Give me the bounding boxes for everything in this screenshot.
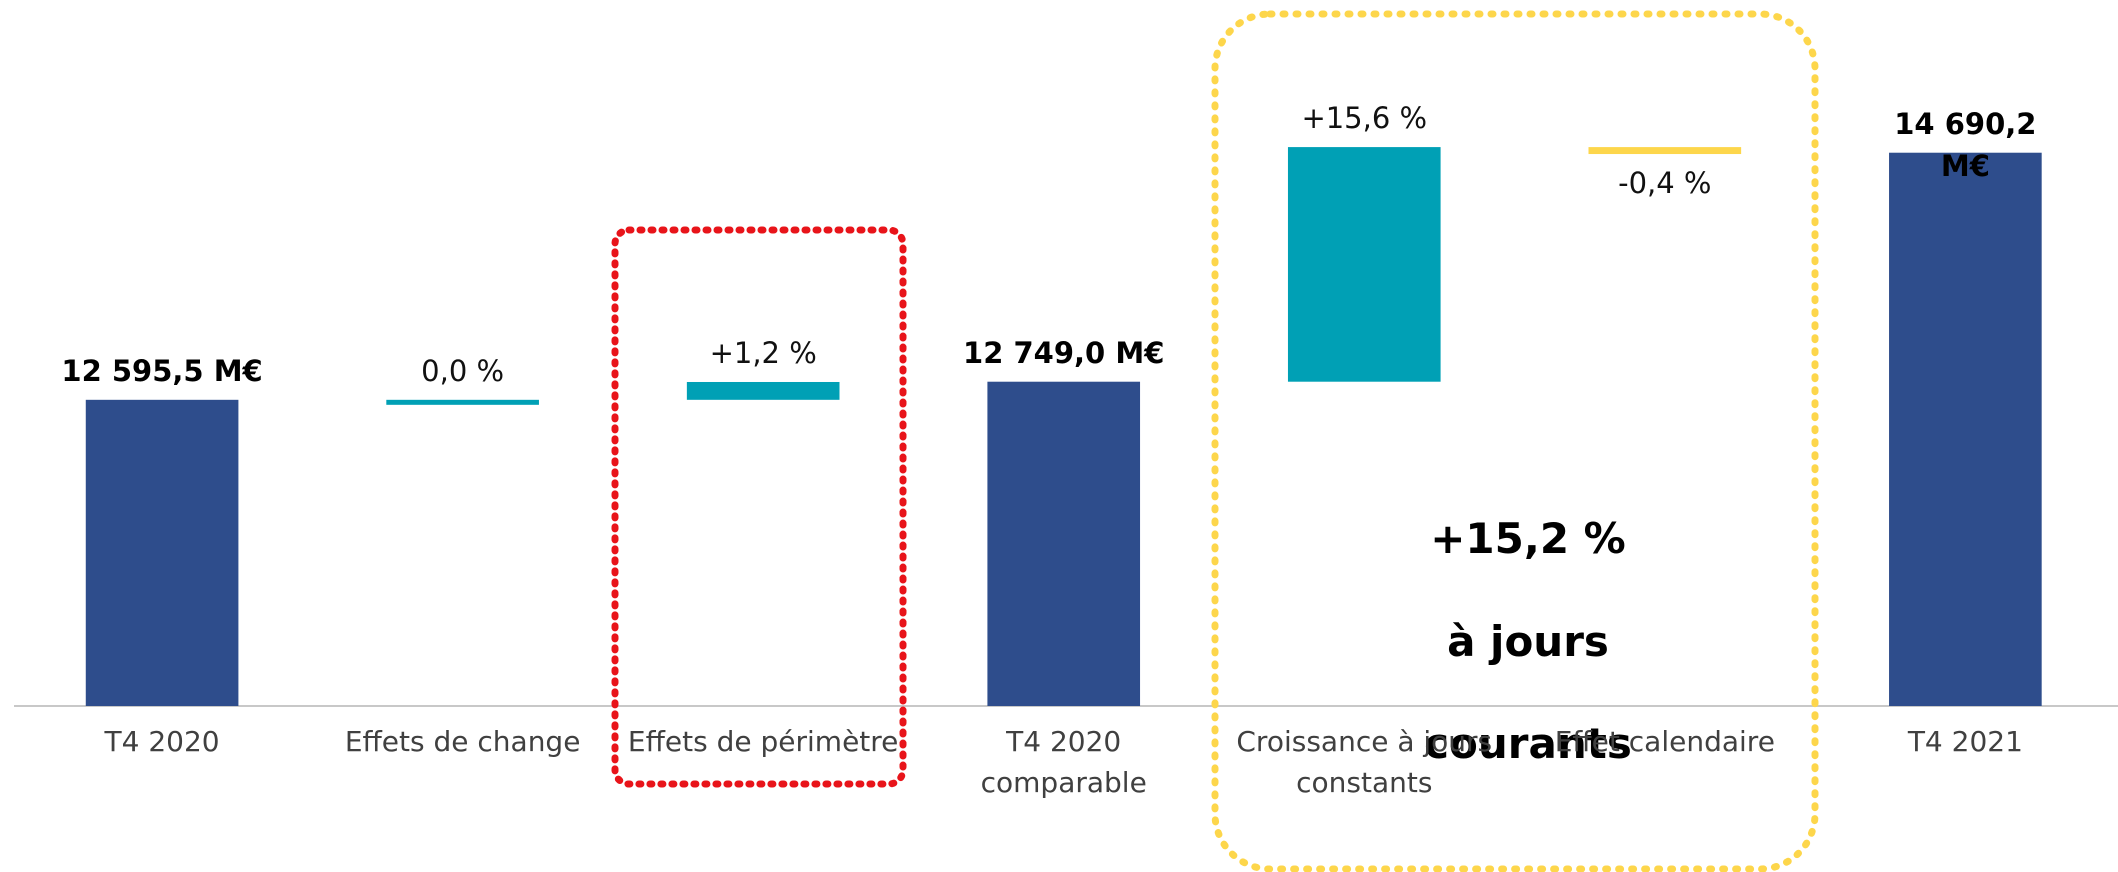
x-tick-label: Croissance à jours constants [1236, 725, 1493, 799]
value-label: 12 749,0 M€ [963, 335, 1165, 370]
bar [1889, 152, 2042, 707]
annotation-line: courants [1424, 719, 1632, 769]
value-label: +1,2 % [709, 335, 817, 370]
x-tick-label: Effet calendaire [1554, 725, 1775, 758]
value-label: +15,6 % [1301, 101, 1428, 136]
highlight-box [1211, 10, 1819, 872]
value-label: 12 595,5 M€ [61, 353, 263, 388]
bar [686, 381, 840, 400]
annotation-line: +15,2 % [1430, 514, 1626, 564]
annotation: +15,2 % à jours courants [1424, 462, 1632, 821]
bar [85, 399, 239, 706]
value-label: -0,4 % [1618, 166, 1712, 201]
annotation-line: à jours [1447, 616, 1609, 666]
x-tick-label: T4 2020 comparable [980, 725, 1147, 799]
value-label: 14 690,2 M€ [1894, 106, 2037, 183]
x-tick-label: Effets de périmètre [627, 725, 899, 758]
bar [1287, 147, 1441, 382]
bar [1588, 147, 1742, 155]
bar [386, 399, 539, 405]
value-label: 0,0 % [421, 353, 505, 388]
highlight-box [611, 226, 907, 788]
bar [987, 381, 1141, 706]
x-tick-label: T4 2020 [104, 725, 220, 758]
x-tick-label: T4 2021 [1907, 725, 2023, 758]
x-tick-label: Effets de change [344, 725, 581, 758]
